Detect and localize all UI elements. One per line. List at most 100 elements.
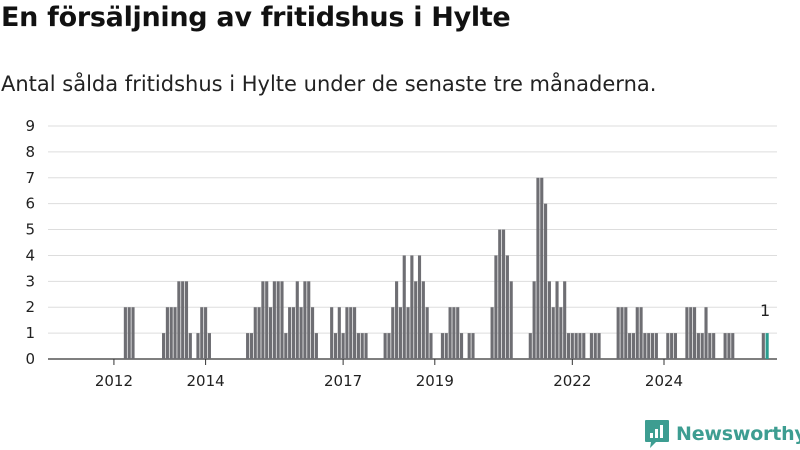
bar (544, 203, 548, 359)
bar (704, 307, 708, 359)
bar (490, 307, 494, 359)
bar (696, 333, 700, 359)
bar (631, 333, 635, 359)
bar (353, 307, 357, 359)
bar (689, 307, 693, 359)
bar (456, 307, 460, 359)
bar (383, 333, 387, 359)
bar (414, 281, 418, 359)
bar (127, 307, 131, 359)
bar (536, 177, 540, 359)
bar (196, 333, 200, 359)
bar (391, 307, 395, 359)
bar (551, 307, 555, 359)
newsworthy-logo-icon (645, 420, 669, 448)
x-tick-label: 2017 (324, 372, 362, 390)
bar (291, 307, 296, 359)
bar (731, 333, 735, 359)
bar (349, 307, 353, 359)
y-tick-label: 2 (25, 298, 35, 316)
bar (650, 333, 655, 359)
y-axis-ticks: 0 1 2 3 4 5 6 7 8 9 (25, 117, 35, 368)
bar (712, 333, 716, 359)
bar (685, 307, 689, 359)
bar (727, 333, 731, 359)
bar (131, 307, 135, 359)
bar (532, 281, 536, 359)
bar (410, 255, 414, 359)
y-tick-label: 3 (25, 272, 35, 290)
bar (563, 281, 567, 359)
bar (364, 333, 368, 359)
bar (360, 333, 364, 359)
bar (540, 177, 544, 359)
bar (502, 229, 506, 359)
bar (356, 333, 360, 359)
bar (509, 281, 513, 359)
bar (570, 333, 574, 359)
bar (429, 333, 433, 359)
bar (647, 333, 651, 359)
y-tick-label: 5 (25, 221, 35, 239)
newsworthy-logo[interactable]: Newsworthy (644, 419, 800, 449)
grid-lines (48, 125, 777, 360)
bar (624, 307, 628, 359)
y-tick-label: 1 (25, 324, 35, 342)
newsworthy-logo-text: Newsworthy (676, 423, 800, 445)
bar (314, 333, 318, 359)
bar (670, 333, 674, 359)
bar (261, 281, 265, 359)
bar (169, 307, 173, 359)
bar (555, 281, 559, 359)
bar (204, 307, 208, 359)
annotations: 1 (760, 301, 770, 320)
bar (246, 333, 250, 359)
bar (265, 281, 269, 359)
bar (547, 281, 551, 359)
bar (299, 307, 303, 359)
bar (345, 307, 349, 359)
bar (181, 281, 185, 359)
bar (448, 307, 452, 359)
bar (700, 333, 704, 359)
bar (597, 333, 601, 359)
bar (574, 333, 578, 359)
bar (417, 255, 422, 359)
bar (505, 255, 509, 359)
bar (162, 333, 166, 359)
bar (421, 281, 425, 359)
bar (406, 307, 410, 359)
x-tick-label: 2019 (416, 372, 454, 390)
bar (177, 281, 181, 359)
bar (184, 281, 189, 359)
bar (578, 333, 582, 359)
bar (673, 333, 678, 359)
bar (620, 307, 624, 359)
bar (693, 307, 697, 359)
bar (708, 333, 712, 359)
bar (284, 333, 288, 359)
chart-subtitle: Antal sålda fritidshus i Hylte under de … (1, 72, 657, 96)
bar (200, 307, 204, 359)
bar (628, 333, 632, 359)
x-tick-label: 2022 (553, 372, 591, 390)
bar (341, 333, 345, 359)
bar (635, 307, 639, 359)
y-tick-label: 6 (25, 195, 35, 213)
bar (288, 307, 292, 359)
data-label: 1 (760, 301, 770, 320)
y-tick-label: 9 (25, 117, 35, 135)
bar (494, 255, 498, 359)
bar (280, 281, 284, 359)
bar (272, 281, 276, 359)
bar (452, 307, 456, 359)
bar (402, 255, 406, 359)
bar (471, 333, 475, 359)
bar (337, 307, 341, 359)
bar (333, 333, 338, 359)
bar (188, 333, 192, 359)
bar (395, 281, 399, 359)
bar (307, 281, 311, 359)
bar (330, 307, 334, 359)
